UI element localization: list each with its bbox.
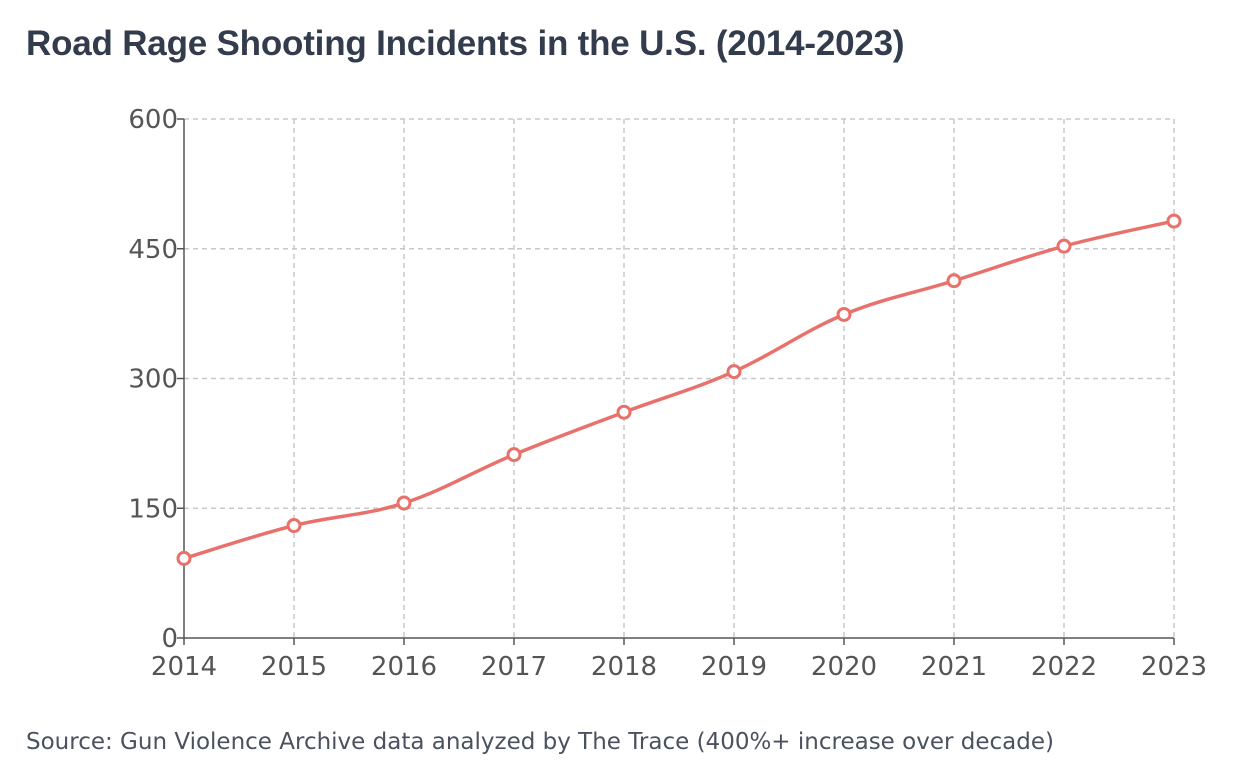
data-points — [176, 213, 1182, 566]
y-tick-label: 300 — [128, 365, 178, 395]
x-tick-label: 2020 — [811, 652, 877, 682]
data-point-2014[interactable] — [176, 550, 192, 566]
y-tick-label: 600 — [128, 105, 178, 135]
y-tick-label: 0 — [161, 624, 178, 654]
x-tick-label: 2021 — [921, 652, 987, 682]
x-tick-label: 2015 — [261, 652, 327, 682]
x-tick-label: 2019 — [701, 652, 767, 682]
series-line — [182, 219, 1176, 561]
data-point-2018[interactable] — [616, 404, 632, 420]
data-point-2015[interactable] — [286, 518, 302, 534]
x-tick-label: 2023 — [1141, 652, 1207, 682]
tick-labels: 0 150 300 450 600 2014 2015 2016 2017 2018 2019 202… — [128, 105, 1207, 682]
x-tick-label: 2016 — [371, 652, 437, 682]
series-line-0 — [182, 219, 1176, 561]
source-note: Source: Gun Violence Archive data analyz… — [26, 729, 1054, 755]
y-tick-label: 150 — [128, 494, 178, 524]
x-tick-label: 2022 — [1031, 652, 1097, 682]
data-point-2016[interactable] — [396, 495, 412, 511]
axes — [177, 118, 1175, 645]
chart-title: Road Rage Shooting Incidents in the U.S.… — [26, 24, 905, 63]
data-point-2021[interactable] — [946, 273, 962, 289]
x-tick-label: 2018 — [591, 652, 657, 682]
data-point-2019[interactable] — [726, 364, 742, 380]
data-point-2020[interactable] — [836, 306, 852, 322]
y-tick-label: 450 — [128, 235, 178, 265]
x-tick-label: 2017 — [481, 652, 547, 682]
data-point-2022[interactable] — [1056, 238, 1072, 254]
x-tick-label: 2014 — [151, 652, 217, 682]
grid-lines — [184, 118, 1175, 638]
data-point-2023[interactable] — [1166, 213, 1182, 229]
data-point-2017[interactable] — [506, 447, 522, 463]
